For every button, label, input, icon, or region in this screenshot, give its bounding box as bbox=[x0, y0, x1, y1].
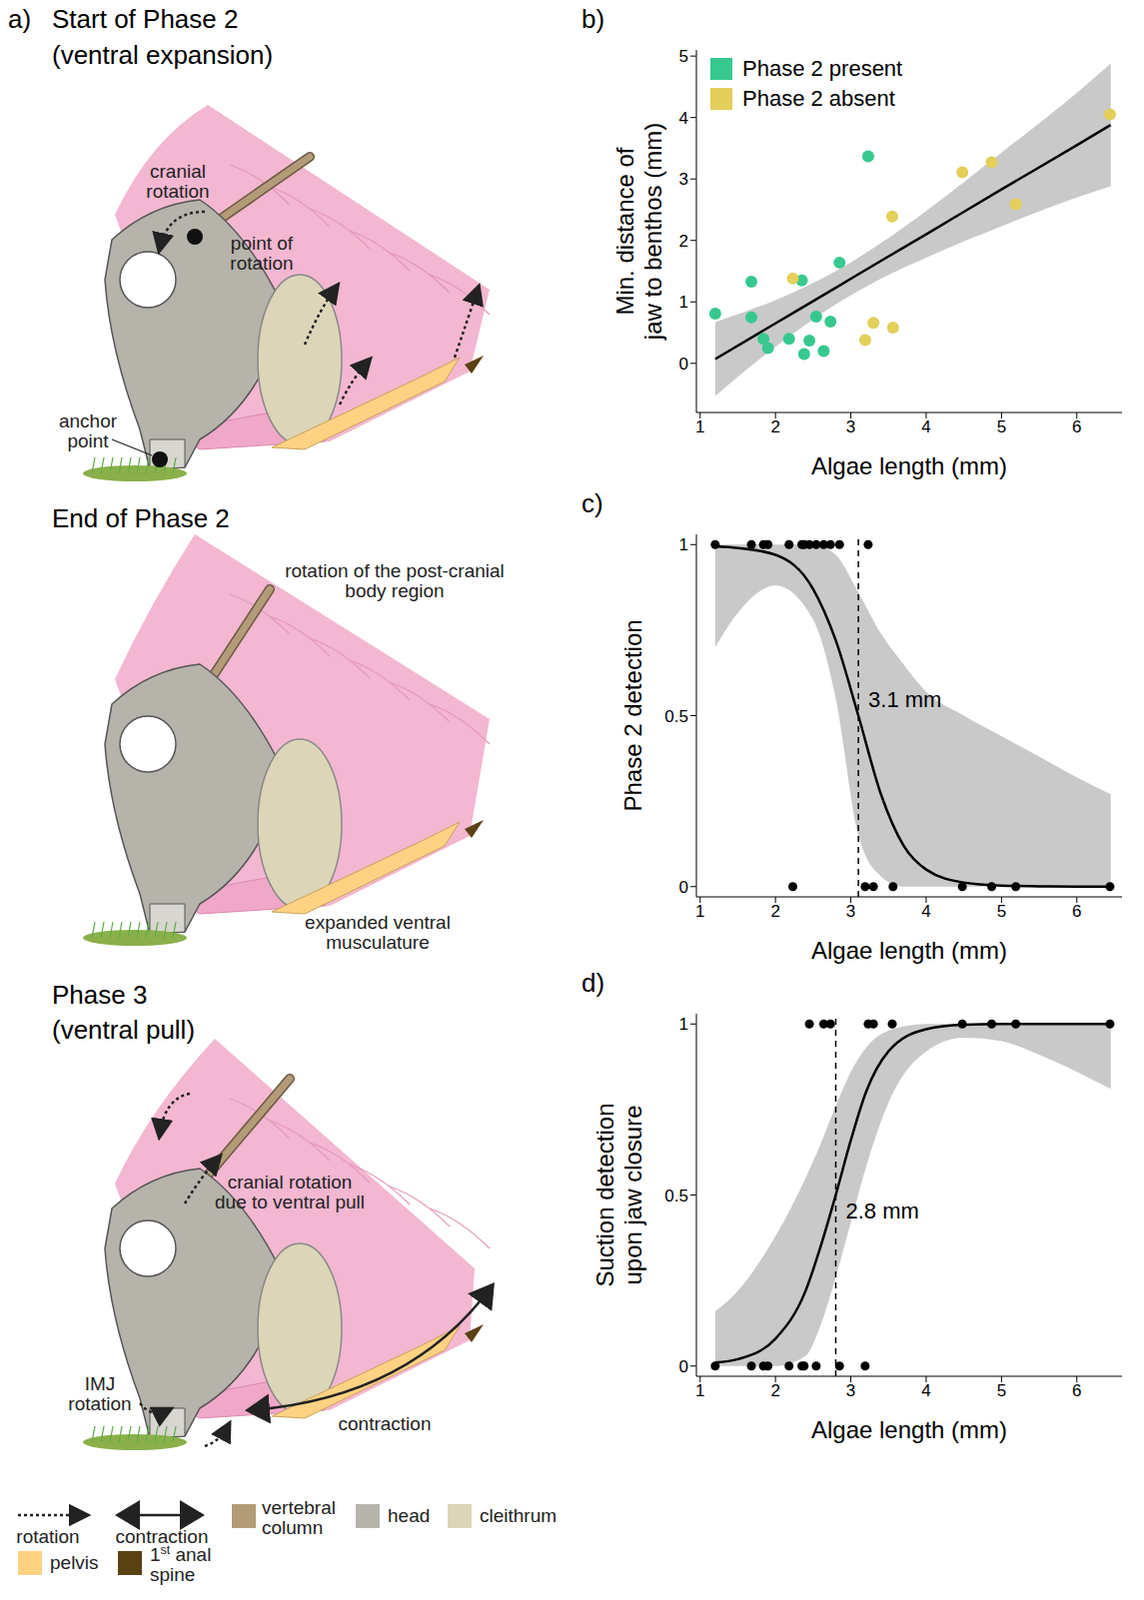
svg-text:3: 3 bbox=[846, 902, 856, 922]
svg-text:0: 0 bbox=[679, 878, 689, 898]
svg-text:cranialrotation: cranialrotation bbox=[145, 160, 209, 202]
svg-text:vertebralcolumn: vertebralcolumn bbox=[261, 1497, 336, 1539]
svg-text:0: 0 bbox=[679, 354, 689, 374]
svg-text:3.1 mm: 3.1 mm bbox=[868, 687, 942, 713]
svg-text:2: 2 bbox=[770, 417, 780, 437]
svg-text:cleithrum: cleithrum bbox=[479, 1505, 557, 1527]
svg-text:6: 6 bbox=[1072, 417, 1082, 437]
svg-text:pelvis: pelvis bbox=[49, 1552, 99, 1574]
svg-text:1: 1 bbox=[679, 292, 689, 312]
svg-text:1: 1 bbox=[695, 902, 705, 922]
svg-text:a): a) bbox=[7, 3, 31, 34]
svg-text:rotation: rotation bbox=[15, 1526, 79, 1548]
svg-text:1: 1 bbox=[695, 417, 705, 437]
svg-text:Algae length (mm): Algae length (mm) bbox=[811, 937, 1008, 965]
svg-text:1: 1 bbox=[695, 1381, 705, 1401]
svg-text:4: 4 bbox=[679, 108, 689, 128]
svg-text:(ventral pull): (ventral pull) bbox=[51, 1015, 195, 1046]
html-text:d): d) bbox=[581, 968, 605, 999]
svg-text:1st analspine: 1st analspine bbox=[149, 1543, 211, 1586]
svg-text:cranial rotationdue to ventral: cranial rotationdue to ventral pull bbox=[214, 1171, 365, 1213]
svg-text:Phase 2 detection: Phase 2 detection bbox=[619, 619, 647, 812]
svg-text:Suction detection: Suction detection bbox=[591, 1103, 619, 1287]
svg-text:upon jaw closure: upon jaw closure bbox=[619, 1105, 647, 1285]
svg-text:2: 2 bbox=[770, 1381, 780, 1401]
svg-text:Phase 3: Phase 3 bbox=[51, 980, 147, 1011]
svg-text:point ofrotation: point ofrotation bbox=[229, 232, 294, 274]
svg-text:contraction: contraction bbox=[338, 1413, 432, 1435]
svg-text:End of Phase 2: End of Phase 2 bbox=[51, 503, 230, 534]
svg-text:2.8 mm: 2.8 mm bbox=[845, 1198, 919, 1224]
svg-text:1: 1 bbox=[679, 1015, 689, 1035]
svg-text:0.5: 0.5 bbox=[664, 1186, 689, 1206]
svg-text:4: 4 bbox=[921, 902, 931, 922]
html-text:Phase 2 present: Phase 2 present bbox=[742, 55, 903, 81]
svg-text:Algae length (mm): Algae length (mm) bbox=[811, 1416, 1008, 1444]
svg-text:rotation of the post-cranialbo: rotation of the post-cranialbody region bbox=[284, 560, 505, 602]
svg-text:head: head bbox=[387, 1505, 430, 1527]
svg-text:expanded ventralmusculature: expanded ventralmusculature bbox=[304, 912, 451, 954]
svg-text:2: 2 bbox=[679, 231, 689, 251]
svg-text:3: 3 bbox=[679, 169, 689, 189]
svg-text:IMJrotation: IMJrotation bbox=[67, 1373, 131, 1415]
svg-text:3: 3 bbox=[846, 417, 856, 437]
svg-text:5: 5 bbox=[997, 902, 1007, 922]
svg-text:5: 5 bbox=[679, 46, 689, 66]
svg-text:Start of Phase 2: Start of Phase 2 bbox=[51, 3, 238, 34]
svg-text:0: 0 bbox=[679, 1357, 689, 1377]
svg-text:Min. distance of: Min. distance of bbox=[611, 146, 639, 315]
svg-text:3: 3 bbox=[846, 1381, 856, 1401]
svg-text:5: 5 bbox=[997, 417, 1007, 437]
svg-text:1: 1 bbox=[679, 535, 689, 555]
svg-text:6: 6 bbox=[1072, 1381, 1082, 1401]
svg-text:(ventral expansion): (ventral expansion) bbox=[51, 39, 273, 70]
html-text:Phase 2 absent: Phase 2 absent bbox=[742, 85, 896, 111]
svg-text:5: 5 bbox=[997, 1381, 1007, 1401]
svg-text:0.5: 0.5 bbox=[664, 707, 689, 727]
svg-text:2: 2 bbox=[770, 902, 780, 922]
svg-text:4: 4 bbox=[921, 417, 931, 437]
svg-text:jaw to benthos (mm): jaw to benthos (mm) bbox=[639, 122, 667, 341]
svg-text:anchorpoint: anchorpoint bbox=[58, 410, 118, 452]
html-text:b): b) bbox=[581, 3, 605, 34]
svg-text:4: 4 bbox=[921, 1381, 931, 1401]
svg-text:Algae length (mm): Algae length (mm) bbox=[811, 452, 1008, 480]
svg-text:contraction: contraction bbox=[115, 1526, 209, 1548]
html-text:c): c) bbox=[581, 488, 604, 519]
svg-text:6: 6 bbox=[1072, 902, 1082, 922]
